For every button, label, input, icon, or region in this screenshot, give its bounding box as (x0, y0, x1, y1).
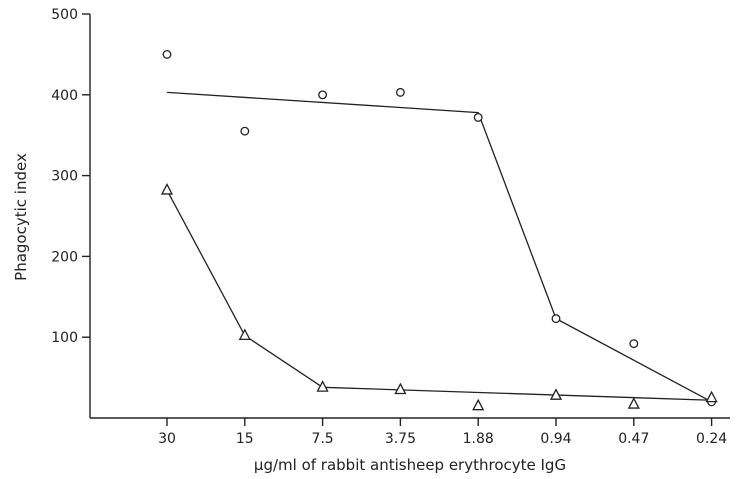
y-tick-label: 200 (51, 249, 78, 265)
series-1-line (166, 91, 712, 403)
triangle-point (160, 183, 174, 195)
x-tick-label: 0.24 (696, 431, 727, 447)
triangle-point (394, 382, 407, 395)
markers (160, 49, 718, 411)
circle-point (551, 314, 561, 324)
x-tick-label: 3.75 (385, 431, 416, 447)
triangle-point (705, 390, 718, 403)
x-tick-label: 0.94 (540, 431, 571, 447)
series-2-line (166, 189, 712, 401)
x-tick-label: 15 (236, 431, 254, 447)
triangle-point (627, 397, 640, 409)
x-ticks: 30 15 7.5 3.75 1.88 0.94 0.47 0.24 (158, 418, 727, 447)
circle-point (162, 49, 172, 59)
y-axis: 100 200 300 400 500 (51, 7, 91, 418)
x-axis: 30 15 7.5 3.75 1.88 0.94 0.47 0.24 (90, 417, 730, 447)
triangle-point (238, 328, 251, 341)
y-tick-label: 100 (51, 330, 78, 346)
x-tick-label: 1.88 (463, 431, 494, 447)
y-axis-title: Phagocytic index (12, 153, 30, 281)
circle-point (395, 87, 405, 97)
triangle-point (316, 380, 329, 392)
x-axis-title: µg/ml of rabbit antisheep erythrocyte Ig… (254, 456, 566, 474)
fit-lines (166, 91, 712, 403)
circle-point (240, 126, 250, 136)
x-tick-label: 30 (158, 431, 176, 447)
circle-point (318, 90, 328, 100)
circle-point (473, 112, 483, 122)
y-tick-label: 500 (51, 7, 78, 23)
y-tick-label: 400 (51, 88, 78, 104)
y-ticks: 100 200 300 400 500 (51, 7, 90, 346)
circle-point (629, 339, 639, 349)
triangle-point (472, 398, 485, 411)
x-tick-label: 7.5 (311, 431, 333, 447)
triangle-point (549, 388, 563, 400)
x-tick-label: 0.47 (618, 431, 649, 447)
y-tick-label: 300 (51, 169, 78, 185)
